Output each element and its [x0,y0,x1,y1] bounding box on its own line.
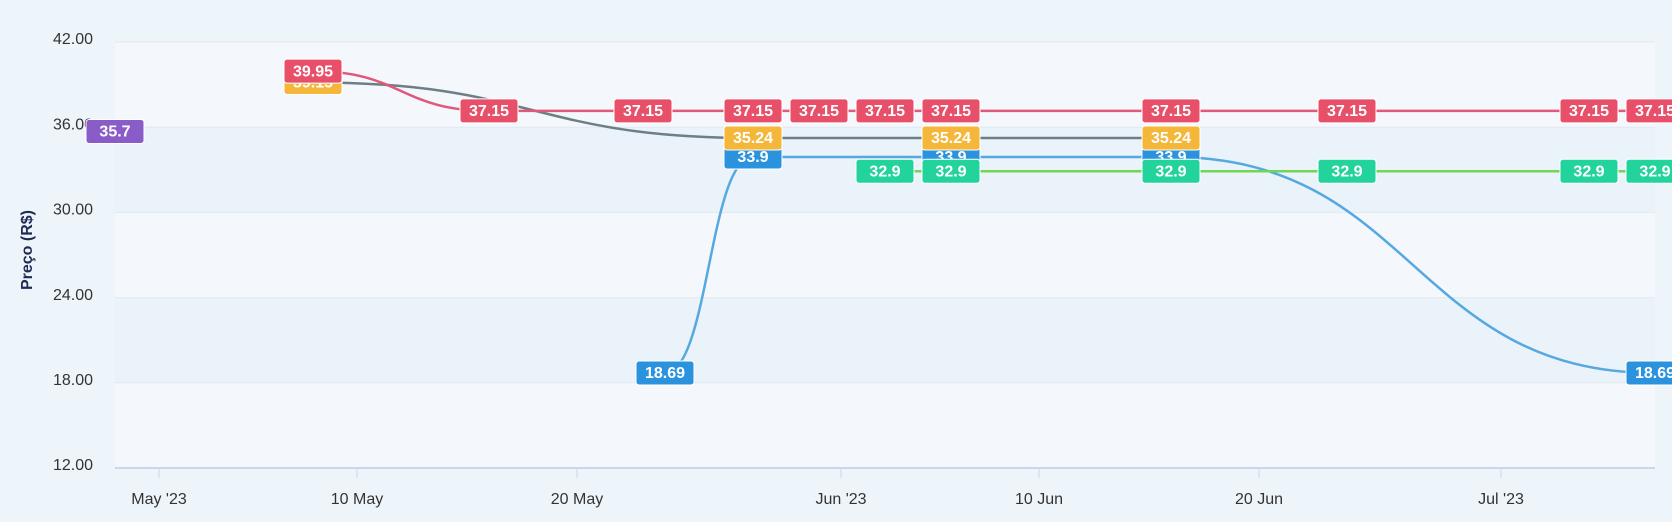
label-box [1559,158,1619,184]
label-box [1141,158,1201,184]
label-box [855,158,915,184]
data-label-text: 18.69 [645,365,685,382]
label-box [613,98,673,124]
label-box [1141,125,1201,151]
data-label: 32.9 [1317,158,1377,184]
data-label-text: 32.9 [869,163,900,180]
series-line [664,155,1656,375]
data-label-text: 35.7 [99,124,130,141]
y-axis-title: Preço (R$) [19,210,36,290]
label-box [1559,98,1619,124]
data-label: 18.69 [635,360,695,386]
x-tick-label: 20 Jun [1235,491,1283,508]
data-label-text: 37.15 [1569,103,1609,120]
y-tick-label: 12.00 [53,457,93,474]
label-box [921,98,981,124]
label-box [1141,98,1201,124]
data-label: 32.9 [921,158,981,184]
data-label: 32.9 [855,158,915,184]
label-box [85,118,145,144]
data-label-text: 33.9 [737,149,768,166]
data-label-text: 37.15 [469,103,509,120]
data-label-text: 35.24 [733,130,773,147]
label-box [1625,98,1672,124]
x-tick-label: 20 May [551,491,603,508]
x-tick-label: 10 Jun [1015,491,1063,508]
label-box [283,58,343,84]
data-label-text: 32.9 [1155,163,1186,180]
label-box [855,98,915,124]
data-label-text: 18.69 [1635,365,1672,382]
x-tick-label: May '23 [131,491,187,508]
data-label-text: 39.95 [293,63,333,80]
label-box [1625,158,1672,184]
x-tick-label: 10 May [331,491,383,508]
label-box [459,98,519,124]
data-label: 37.15 [1625,98,1672,124]
data-label: 37.15 [459,98,519,124]
data-label: 32.9 [1141,158,1201,184]
data-label: 32.9 [1625,158,1672,184]
data-label-text: 37.15 [733,103,773,120]
data-label: 37.15 [855,98,915,124]
data-label: 35.24 [723,125,783,151]
plot-band [115,297,1655,383]
data-label-text: 32.9 [1573,163,1604,180]
data-label: 39.95 [283,58,343,84]
data-label: 33.9 [723,144,783,170]
data-label-text: 32.9 [1639,163,1670,180]
data-label: 35.24 [921,125,981,151]
y-tick-label: 36.00 [53,116,93,133]
data-label: 32.9 [1559,158,1619,184]
data-label: 37.15 [789,98,849,124]
data-label-text: 37.15 [1327,103,1367,120]
label-box [921,125,981,151]
label-box [1317,158,1377,184]
y-tick-label: 42.00 [53,31,93,48]
label-box [1317,98,1377,124]
y-tick-label: 18.00 [53,372,93,389]
data-label-text: 37.15 [623,103,663,120]
data-label: 37.15 [1559,98,1619,124]
data-label-text: 37.15 [1635,103,1672,120]
data-label: 37.15 [613,98,673,124]
data-label-text: 32.9 [1331,163,1362,180]
label-box [635,360,695,386]
data-label: 35.7 [85,118,145,144]
data-label-text: 37.15 [1151,103,1191,120]
data-label: 18.69 [1625,360,1672,386]
y-tick-label: 30.00 [53,202,93,219]
data-label-text: 37.15 [865,103,905,120]
label-box [1625,360,1672,386]
label-box [789,98,849,124]
label-box [723,98,783,124]
x-tick-label: Jun '23 [815,491,866,508]
data-label: 35.24 [1141,125,1201,151]
data-label-text: 37.15 [799,103,839,120]
data-label: 37.15 [1317,98,1377,124]
data-label-text: 35.24 [1151,130,1191,147]
label-box [921,158,981,184]
data-label: 37.15 [723,98,783,124]
data-label-text: 37.15 [931,103,971,120]
data-label: 37.15 [1141,98,1201,124]
y-tick-label: 24.00 [53,287,93,304]
label-box [723,125,783,151]
data-label: 37.15 [921,98,981,124]
data-label-text: 32.9 [935,163,966,180]
x-tick-label: Jul '23 [1478,491,1524,508]
data-label-text: 35.24 [931,130,971,147]
